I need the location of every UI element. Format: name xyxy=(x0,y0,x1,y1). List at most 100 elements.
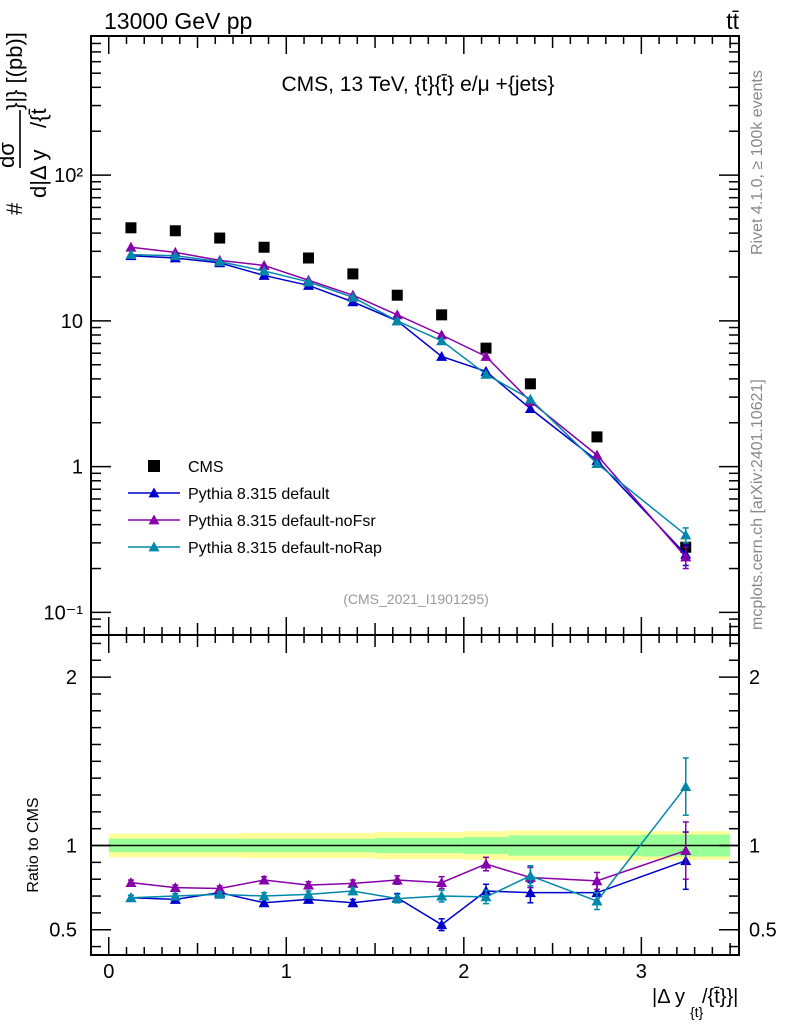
x-tick-label: 3 xyxy=(636,961,647,983)
main-ylabel-hash: # xyxy=(2,202,27,215)
main-ylabel-bracket: }|} [(pb)] xyxy=(2,32,27,110)
data-point-triangle xyxy=(125,241,137,252)
legend-label: Pythia 8.315 default-noFsr xyxy=(188,513,376,530)
ratio-y-tick-label-left: 0.5 xyxy=(49,920,77,942)
ratio-data-point xyxy=(214,882,226,893)
x-tick-label: 2 xyxy=(458,961,469,983)
data-point-cms xyxy=(125,222,137,234)
legend-marker xyxy=(148,514,160,525)
x-tick-label: 0 xyxy=(103,961,114,983)
ratio-data-point xyxy=(524,887,536,898)
series-3 xyxy=(125,249,692,544)
y-tick-label: 10 xyxy=(61,311,83,333)
ratio-data-point xyxy=(480,858,492,869)
data-point-cms xyxy=(302,252,314,264)
ratio-y-tick-label-left: 2 xyxy=(66,667,77,689)
ratio-data-point xyxy=(258,890,270,901)
ratio-data-point xyxy=(347,897,359,908)
ratio-data-point xyxy=(125,892,137,903)
data-point-triangle xyxy=(391,315,403,326)
ratio-y-tick-label-right: 2 xyxy=(749,667,760,689)
ratio-data-point xyxy=(680,845,692,855)
ratio-data-point xyxy=(302,879,314,890)
ratio-data-point xyxy=(347,885,359,896)
data-point-cms xyxy=(347,268,359,280)
side-mcplots-text: mcplots.cern.ch [arXiv:2401.10621] xyxy=(749,379,766,630)
x-axis-label: |Δ y {t} /{t̄}}| xyxy=(652,986,738,1020)
x-tick-label: 1 xyxy=(281,961,292,983)
ratio-data-point xyxy=(591,875,603,886)
legend-marker xyxy=(148,460,160,472)
data-point-cms xyxy=(214,232,226,244)
ratio-data-point xyxy=(258,897,270,908)
legend: CMS Pythia 8.315 default Pythia 8.315 defa… xyxy=(128,459,382,557)
y-tick-label: 10² xyxy=(54,165,83,187)
data-point-triangle xyxy=(391,309,403,320)
legend-item: Pythia 8.315 default xyxy=(128,486,330,503)
xlabel-sub: {t} xyxy=(690,1004,704,1020)
header-right: tt̄ xyxy=(726,8,739,34)
plot-title: CMS, 13 TeV, {t}{t̄} e/μ +{jets} xyxy=(281,73,554,96)
data-point-cms xyxy=(391,289,403,301)
ratio-data-point xyxy=(680,781,692,791)
ratio-data-point xyxy=(302,888,314,899)
ratio-data-point xyxy=(169,882,181,893)
legend-label: Pythia 8.315 default-noRap xyxy=(188,540,382,557)
ratio-data-point xyxy=(436,919,448,930)
ratio-data-point xyxy=(302,893,314,904)
legend-item: CMS xyxy=(148,459,224,476)
y-tick-label: 10⁻¹ xyxy=(44,602,84,624)
ratio-data-point xyxy=(436,877,448,887)
y-tick-label: 1 xyxy=(72,457,83,479)
data-point-triangle xyxy=(480,350,492,361)
ratio-data-point xyxy=(391,893,403,903)
ratio-data-point xyxy=(436,890,448,901)
legend-item: Pythia 8.315 default-noFsr xyxy=(128,513,376,530)
data-point-cms xyxy=(436,309,448,321)
ratio-y-tick-label-left: 1 xyxy=(66,836,77,858)
data-point-triangle xyxy=(125,249,137,259)
ratio-data-point xyxy=(169,890,181,901)
data-point-triangle xyxy=(214,256,226,267)
legend-label: CMS xyxy=(188,459,224,476)
xlabel-main: |Δ y xyxy=(652,986,685,1008)
main-ylabel-denominator-tail: /{t̄ xyxy=(26,108,51,128)
ratio-data-point xyxy=(214,888,226,899)
ratio-y-tick-label-right: 1 xyxy=(749,836,760,858)
ratio-series-line xyxy=(130,859,686,926)
main-ylabel-denominator: d|Δ y xyxy=(26,149,51,198)
data-point-triangle xyxy=(436,350,448,361)
data-point-triangle xyxy=(680,529,692,540)
data-point-triangle xyxy=(680,551,692,562)
header-left: 13000 GeV pp xyxy=(104,8,252,34)
data-point-cms xyxy=(524,378,536,390)
series-line xyxy=(130,253,687,536)
ratio-series-1 xyxy=(125,821,692,893)
data-point-triangle xyxy=(480,368,492,379)
data-point-triangle xyxy=(169,250,181,261)
ratio-y-tick-label-right: 0.5 xyxy=(749,920,777,942)
data-point-triangle xyxy=(302,276,314,287)
data-point-triangle xyxy=(591,449,603,460)
main-ylabel-dsigma: dσ xyxy=(0,142,19,168)
legend-item: Pythia 8.315 default-noRap xyxy=(128,540,382,557)
data-point-triangle xyxy=(591,458,603,468)
data-point-cms xyxy=(480,342,492,354)
watermark: (CMS_2021_I1901295) xyxy=(343,591,489,607)
ratio-data-point xyxy=(480,891,492,902)
ratio-data-point xyxy=(591,895,603,906)
ratio-ylabel: Ratio to CMS xyxy=(25,797,42,892)
series-line xyxy=(130,254,687,555)
ratio-series-line xyxy=(130,786,687,903)
ratio-panel: 0.5 0.5 1 1 2 2 0 1 2 3 xyxy=(49,634,777,983)
data-point-cms xyxy=(591,431,603,443)
data-point-cms xyxy=(169,225,181,237)
data-point-triangle xyxy=(347,291,359,302)
ratio-series-line xyxy=(130,849,686,890)
data-point-triangle xyxy=(436,335,448,346)
main-panel: 10⁻¹ 1 10 10² CMS, 13 TeV, {t}{t̄} e/μ +{je… xyxy=(44,35,740,636)
ratio-data-point xyxy=(347,877,359,888)
ratio-data-point xyxy=(524,870,536,881)
side-rivet-text: Rivet 4.1.0, ≥ 100k events xyxy=(749,70,766,255)
